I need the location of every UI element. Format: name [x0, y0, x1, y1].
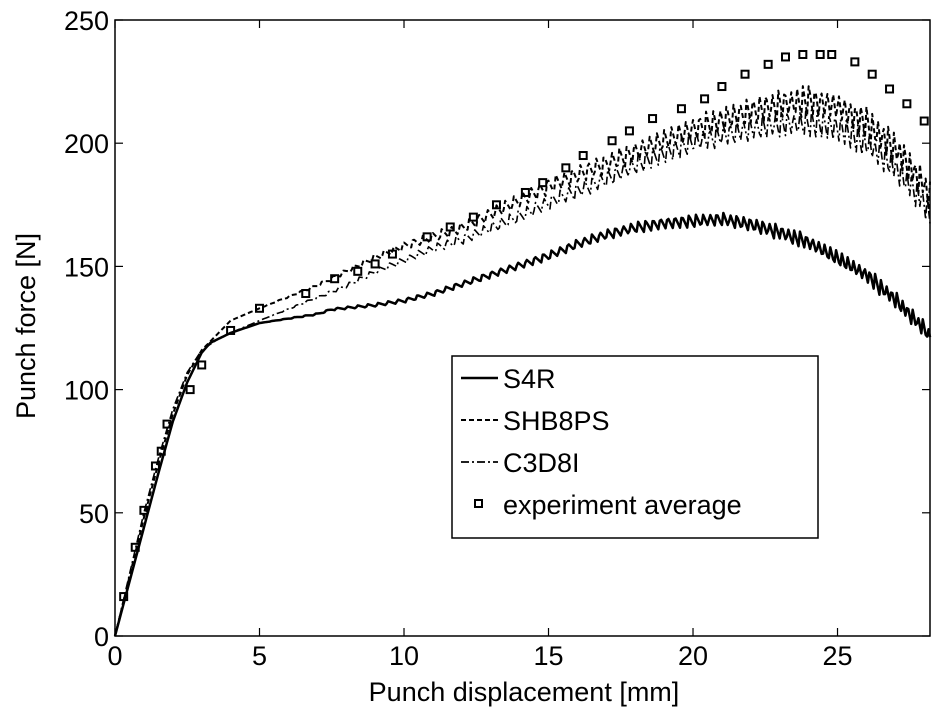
series-line-c3d8i — [114, 109, 931, 637]
data-point-experiment-average-2 — [139, 505, 149, 515]
data-point-experiment-average-27 — [700, 94, 710, 104]
data-point-experiment-average-6 — [185, 385, 195, 395]
y-tick-label-50: 50 — [79, 499, 109, 529]
data-point-experiment-average-25 — [648, 114, 658, 124]
data-point-experiment-average-35 — [850, 57, 860, 67]
data-point-experiment-average-12 — [353, 266, 363, 276]
x-tick-label-15: 15 — [533, 641, 563, 671]
legend-label-s4r: S4R — [503, 364, 556, 394]
data-point-experiment-average-39 — [919, 116, 929, 126]
data-point-experiment-average-34 — [827, 49, 837, 59]
series-layer — [113, 49, 932, 637]
data-point-experiment-average-24 — [624, 126, 634, 136]
data-point-experiment-average-23 — [607, 136, 617, 146]
data-point-experiment-average-15 — [422, 232, 432, 242]
data-point-experiment-average-17 — [468, 212, 478, 222]
y-tick-label-0: 0 — [94, 622, 109, 652]
x-tick-label-25: 25 — [822, 641, 852, 671]
data-point-experiment-average-38 — [902, 99, 912, 109]
legend-label-shb8ps: SHB8PS — [503, 406, 610, 436]
data-point-experiment-average-7 — [197, 360, 207, 370]
data-point-experiment-average-36 — [867, 69, 877, 79]
data-point-experiment-average-33 — [815, 49, 825, 59]
series-line-s4r — [113, 211, 932, 637]
data-point-experiment-average-31 — [780, 52, 790, 62]
data-point-experiment-average-14 — [387, 249, 397, 259]
series-line-shb8ps — [114, 85, 931, 637]
data-point-experiment-average-13 — [370, 259, 380, 269]
y-axis-title: Punch force [N] — [11, 233, 41, 419]
y-tick-label-200: 200 — [64, 129, 109, 159]
x-tick-label-5: 5 — [252, 641, 267, 671]
legend: S4R SHB8PS C3D8I experiment average — [451, 355, 819, 539]
y-tick-label-100: 100 — [64, 376, 109, 406]
x-tick-label-10: 10 — [389, 641, 419, 671]
data-point-experiment-average-29 — [740, 69, 750, 79]
legend-marker-experiment — [474, 499, 483, 508]
data-point-experiment-average-10 — [301, 289, 311, 299]
data-point-experiment-average-20 — [538, 178, 548, 188]
x-axis-title: Punch displacement [mm] — [369, 677, 680, 707]
data-point-experiment-average-9 — [255, 303, 265, 313]
data-point-experiment-average-16 — [445, 222, 455, 232]
data-point-experiment-average-11 — [330, 274, 340, 284]
y-tick-label-250: 250 — [64, 6, 109, 36]
plot-frame — [114, 19, 931, 637]
data-point-experiment-average-32 — [798, 49, 808, 59]
data-point-experiment-average-22 — [578, 151, 588, 161]
data-point-experiment-average-1 — [130, 542, 140, 552]
data-point-experiment-average-5 — [162, 419, 172, 429]
data-point-experiment-average-3 — [150, 461, 160, 471]
data-point-experiment-average-8 — [226, 325, 236, 335]
legend-label-experiment: experiment average — [503, 490, 742, 520]
data-point-experiment-average-30 — [763, 59, 773, 69]
legend-box — [451, 355, 819, 539]
data-point-experiment-average-18 — [491, 200, 501, 210]
data-point-experiment-average-21 — [561, 163, 571, 173]
data-point-experiment-average-28 — [717, 82, 727, 92]
data-point-experiment-average-4 — [156, 446, 166, 456]
x-tick-label-0: 0 — [107, 641, 122, 671]
data-point-experiment-average-26 — [676, 104, 686, 114]
data-point-experiment-average-0 — [119, 592, 129, 602]
legend-label-c3d8i: C3D8I — [503, 448, 580, 478]
data-point-experiment-average-19 — [520, 187, 530, 197]
data-point-experiment-average-37 — [885, 84, 895, 94]
y-tick-label-150: 150 — [64, 252, 109, 282]
x-tick-label-20: 20 — [678, 641, 708, 671]
